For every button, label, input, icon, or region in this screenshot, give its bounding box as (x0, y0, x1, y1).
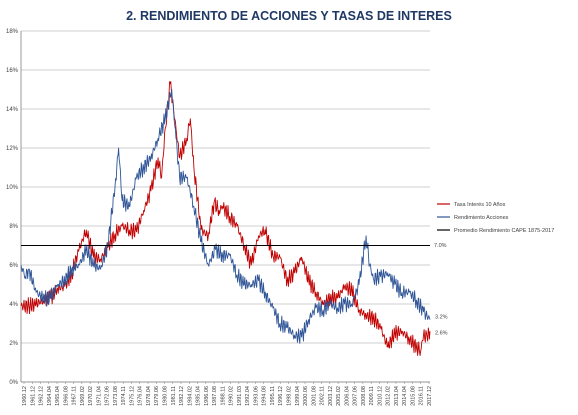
y-axis-ticks: 0% 2% 4% 6% 8% 10% 12% 14% 16% 18% (6, 29, 19, 386)
series-line (20, 89, 431, 344)
x-tick-label: 2017.12 (427, 386, 433, 406)
y-tick-label: 0% (9, 380, 18, 386)
y-tick-label: 16% (6, 68, 19, 74)
end-value-labels: 7.0% 3.2% 2.6% (434, 243, 448, 336)
x-tick-label: 2007.06 (353, 386, 359, 406)
x-tick-label: 1960.12 (22, 386, 28, 406)
x-tick-label: 2013.04 (394, 386, 400, 406)
x-tick-label: 2006.04 (344, 386, 350, 406)
end-value-label: 2.6% (435, 330, 448, 336)
x-tick-label: 1976.04 (138, 386, 144, 406)
chart-title: 2. RENDIMIENTO DE ACCIONES Y TASAS DE IN… (126, 9, 452, 23)
x-tick-label: 1981.11 (171, 386, 177, 405)
series-line (20, 81, 431, 357)
x-axis-ticks: 1960.12 1961.12 1962.12 1964.04 1965.04 1966.… (22, 382, 433, 406)
x-tick-label: 1966.08 (63, 386, 69, 406)
y-tick-label: 12% (6, 146, 19, 152)
x-tick-label: 2014.04 (402, 386, 408, 406)
x-tick-label: 2002.11 (320, 386, 326, 405)
legend-label: Tasa Interés 10 Años (454, 202, 506, 208)
x-tick-label: 1985.04 (196, 386, 202, 406)
x-tick-label: 2000.06 (303, 386, 309, 406)
x-tick-label: 2008.08 (361, 386, 367, 406)
y-tick-label: 10% (6, 185, 19, 191)
x-tick-label: 1969.02 (80, 386, 86, 406)
x-tick-label: 1965.04 (55, 386, 61, 406)
x-tick-label: 1991.03 (237, 386, 243, 406)
y-tick-label: 18% (6, 29, 19, 35)
x-tick-label: 1975.12 (129, 386, 135, 406)
x-tick-label: 1979.06 (154, 386, 160, 406)
x-tick-label: 2010.12 (377, 386, 383, 406)
x-tick-label: 1999.04 (295, 386, 301, 406)
x-tick-label: 2003.12 (328, 386, 334, 406)
x-tick-label: 1961.12 (30, 386, 36, 406)
x-tick-label: 1996.12 (278, 386, 284, 406)
x-tick-label: 1971.04 (96, 386, 102, 406)
x-tick-label: 2012.02 (386, 386, 392, 406)
x-tick-label: 1972.06 (105, 386, 111, 406)
y-tick-label: 8% (9, 224, 18, 230)
legend-label: Promedio Rendimiento CAPE 1875-2017 (454, 228, 554, 234)
y-tick-label: 2% (9, 341, 18, 347)
y-tick-label: 14% (6, 107, 19, 113)
x-tick-label: 1992.04 (245, 386, 251, 406)
x-tick-label: 1980.08 (163, 386, 169, 406)
x-tick-label: 1986.06 (204, 386, 210, 406)
y-tick-label: 6% (9, 263, 18, 269)
x-tick-label: 1967.11 (72, 386, 78, 405)
x-tick-label: 1978.04 (146, 386, 152, 406)
end-value-label: 7.0% (434, 243, 447, 249)
x-tick-label: 2015.08 (410, 386, 416, 406)
legend-label: Rendimiento Acciones (454, 215, 509, 221)
end-value-label: 3.2% (435, 315, 448, 321)
x-tick-label: 1998.02 (286, 386, 292, 406)
x-tick-label: 1990.02 (229, 386, 235, 406)
legend: Tasa Interés 10 Años Rendimiento Acciones… (437, 202, 554, 234)
x-tick-label: 1995.11 (270, 386, 276, 405)
y-tick-label: 4% (9, 302, 18, 308)
x-tick-label: 2009.11 (369, 386, 375, 405)
x-tick-label: 1987.08 (212, 386, 218, 406)
x-tick-label: 2016.11 (419, 386, 425, 405)
x-tick-label: 1962.12 (39, 386, 45, 406)
x-tick-label: 1964.04 (47, 386, 53, 406)
x-tick-label: 1982.12 (179, 386, 185, 406)
x-tick-label: 1994.08 (262, 386, 268, 406)
x-tick-label: 1993.06 (253, 386, 259, 406)
x-tick-label: 2001.08 (311, 386, 317, 406)
x-tick-label: 1970.02 (88, 386, 94, 406)
series-lines (20, 81, 431, 357)
x-tick-label: 1984.02 (187, 386, 193, 406)
x-tick-label: 1973.08 (113, 386, 119, 406)
x-tick-label: 1988.11 (220, 386, 226, 405)
x-tick-label: 1974.11 (121, 386, 127, 405)
x-tick-label: 2005.02 (336, 386, 342, 406)
gridlines (20, 30, 430, 383)
